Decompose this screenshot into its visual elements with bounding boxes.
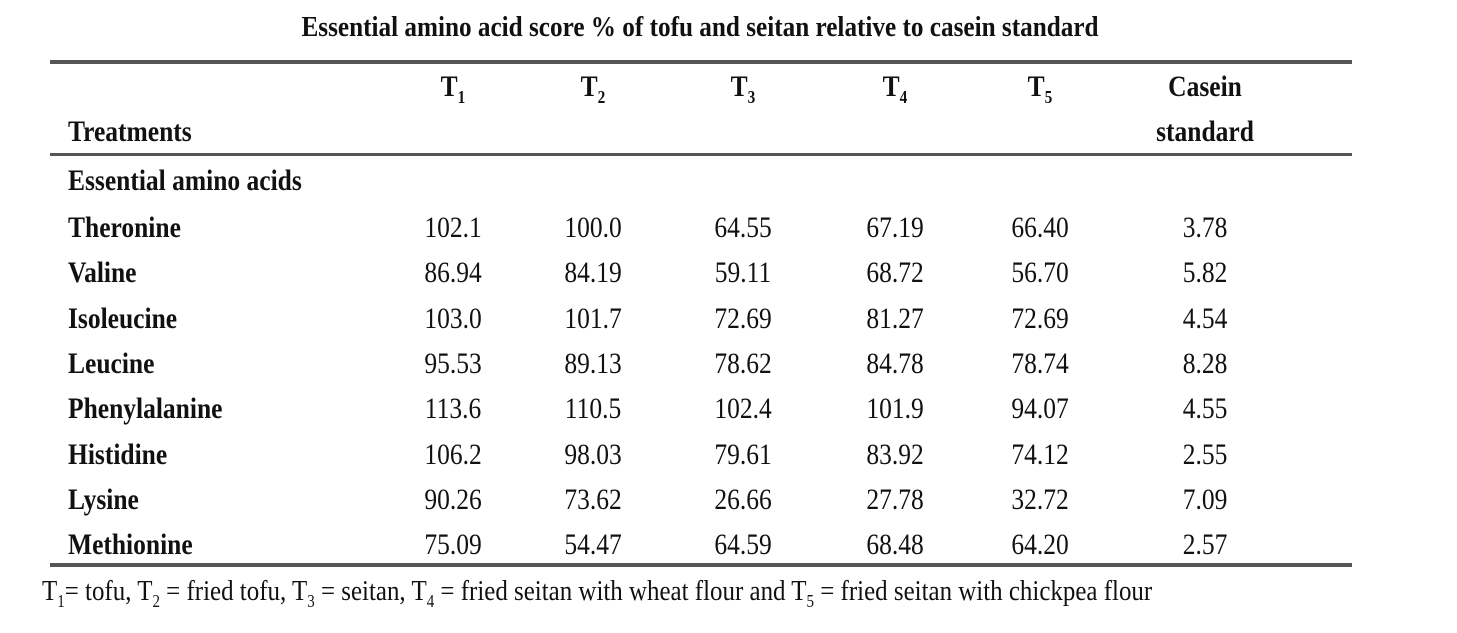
table-cell: 64.20 — [1011, 528, 1069, 562]
footnote-subscript: 1 — [57, 590, 65, 611]
table-cell: 106.2 — [424, 437, 482, 471]
table-cell: 68.48 — [866, 528, 924, 562]
table-cell: 8.28 — [1182, 346, 1228, 380]
column-header-base: T — [440, 70, 458, 103]
footnote-symbol: T — [791, 575, 807, 607]
column-header-sub: 1 — [457, 87, 466, 107]
table-cell: 4.55 — [1182, 392, 1228, 426]
table-cell: 90.26 — [424, 482, 482, 516]
column-header-base: T — [580, 70, 598, 103]
row-label: Valine — [68, 256, 137, 290]
top-rule — [50, 60, 1352, 64]
column-header-sub: 5 — [1044, 87, 1053, 107]
table-cell: 74.12 — [1011, 437, 1069, 471]
table-cell: 75.09 — [424, 528, 482, 562]
footnote-symbol: T — [42, 575, 58, 607]
header-rule — [50, 153, 1352, 156]
table-cell: 2.57 — [1182, 528, 1228, 562]
table-cell: 4.54 — [1182, 301, 1228, 335]
row-label: Leucine — [68, 346, 155, 380]
table-cell: 103.0 — [424, 301, 482, 335]
bottom-rule — [50, 563, 1352, 567]
table-cell: 94.07 — [1011, 392, 1069, 426]
column-header-casein-line2: standard — [1156, 115, 1254, 148]
footnote-subscript: 3 — [307, 590, 315, 611]
table-cell: 26.66 — [714, 482, 772, 516]
column-header-base: T — [1027, 70, 1045, 103]
footnote-subscript: 5 — [806, 590, 815, 611]
table-cell: 3.78 — [1182, 211, 1228, 244]
column-header-t4: T4 — [827, 70, 963, 114]
footnote-text: = tofu, — [64, 575, 138, 607]
column-header-base: T — [882, 70, 900, 103]
table-cell: 101.7 — [564, 301, 622, 335]
section-label: Essential amino acids — [68, 164, 302, 197]
footnote-text: = fried tofu, — [159, 575, 292, 607]
column-header-sub: 2 — [597, 87, 606, 107]
column-header-casein-line1: Casein — [1168, 70, 1242, 103]
table-title: Essential amino acid score % of tofu and… — [301, 12, 1099, 43]
column-header-sub: 3 — [747, 87, 756, 107]
table-cell: 98.03 — [564, 437, 622, 471]
row-label: Histidine — [68, 437, 168, 471]
column-header-t3: T3 — [675, 70, 811, 114]
table-cell: 73.62 — [564, 482, 622, 516]
table-cell: 89.13 — [564, 346, 622, 380]
row-label: Phenylalanine — [68, 392, 223, 426]
table-cell: 110.5 — [564, 392, 622, 426]
column-header-t1: T1 — [385, 70, 521, 114]
table-cell: 83.92 — [866, 437, 924, 471]
table-cell: 27.78 — [866, 482, 924, 516]
table-cell: 95.53 — [424, 346, 482, 380]
table-cell: 68.72 — [866, 256, 924, 290]
table-cell: 72.69 — [714, 301, 772, 335]
table-cell: 101.9 — [866, 392, 924, 426]
table-cell: 84.78 — [866, 346, 924, 380]
column-header-t2: T2 — [525, 70, 661, 114]
table-cell: 2.55 — [1182, 437, 1228, 471]
table-cell: 64.55 — [714, 211, 772, 244]
column-header-base: T — [730, 70, 748, 103]
footnote-symbol: T — [137, 575, 153, 607]
row-label: Isoleucine — [68, 301, 178, 335]
table-cell: 59.11 — [714, 256, 772, 290]
table-cell: 102.1 — [424, 211, 482, 244]
table-cell: 102.4 — [714, 392, 772, 426]
table-cell: 78.74 — [1011, 346, 1069, 380]
table-cell: 64.59 — [714, 528, 772, 562]
table-cell: 7.09 — [1182, 482, 1228, 516]
footnote-subscript: 4 — [426, 590, 435, 611]
table-cell: 32.72 — [1011, 482, 1069, 516]
footnote-text: = fried seitan with wheat flour and — [434, 575, 792, 607]
table-cell: 81.27 — [866, 301, 924, 335]
table-cell: 54.47 — [564, 528, 622, 562]
table-cell: 79.61 — [714, 437, 772, 471]
footnote-text: = seitan, — [314, 575, 412, 607]
footnote-text: = fried seitan with chickpea flour — [814, 575, 1153, 607]
row-label: Theronine — [68, 211, 181, 244]
table-cell: 84.19 — [564, 256, 622, 290]
footnote-symbol: T — [411, 575, 427, 607]
table-cell: 72.69 — [1011, 301, 1069, 335]
table-cell: 66.40 — [1011, 211, 1069, 244]
table-cell: 113.6 — [424, 392, 482, 426]
footnote-subscript: 2 — [152, 590, 160, 611]
table-cell: 67.19 — [866, 211, 924, 244]
table-cell: 86.94 — [424, 256, 482, 290]
table-cell: 56.70 — [1011, 256, 1069, 290]
table-cell: 78.62 — [714, 346, 772, 380]
column-header-sub: 4 — [899, 87, 908, 107]
table-footnote: T1= tofu, T2 = fried tofu, T3 = seitan, … — [42, 575, 1152, 612]
row-label: Methionine — [68, 528, 193, 562]
row-label: Lysine — [68, 482, 139, 516]
footnote-symbol: T — [291, 575, 308, 607]
header-treatments: Treatments — [68, 115, 192, 148]
table-cell: 100.0 — [564, 211, 622, 244]
table-cell: 5.82 — [1182, 256, 1228, 290]
column-header-t5: T5 — [972, 70, 1108, 114]
